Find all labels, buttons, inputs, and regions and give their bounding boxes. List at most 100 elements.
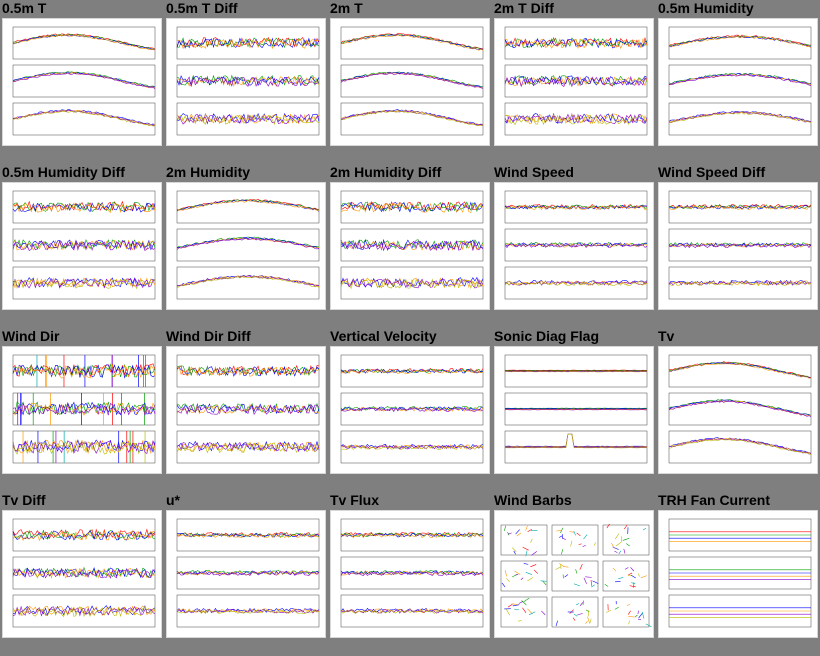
plot-cell[interactable]: TRH Fan Current (656, 492, 820, 656)
series-line (340, 239, 484, 250)
plot-cell[interactable]: 0.5m Humidity (656, 0, 820, 164)
series-line (176, 608, 320, 614)
plot-cell[interactable]: u* (164, 492, 328, 656)
wind-barb (555, 620, 558, 627)
plot-cell[interactable]: Tv Flux (328, 492, 492, 656)
plot-thumbnail[interactable] (658, 182, 818, 310)
plot-title[interactable]: Vertical Velocity (330, 328, 437, 344)
wind-barb (628, 572, 633, 576)
wind-barb (501, 582, 506, 588)
series-line (176, 37, 320, 49)
plot-title[interactable]: Wind Dir Diff (166, 328, 251, 344)
plot-cell[interactable]: Tv (656, 328, 820, 492)
plot-thumbnail[interactable] (166, 18, 326, 146)
plot-cell[interactable]: 0.5m T (0, 0, 164, 164)
plot-cell[interactable]: Vertical Velocity (328, 328, 492, 492)
plot-image (504, 190, 648, 300)
plot-title[interactable]: u* (166, 492, 180, 508)
wind-barb (626, 603, 631, 606)
plot-image (668, 354, 812, 464)
subplot-frame (176, 266, 320, 300)
wind-barb (614, 550, 618, 553)
barb-panel (500, 596, 548, 628)
plot-thumbnail[interactable] (494, 18, 654, 146)
series-line (668, 35, 812, 48)
subplot-frame (12, 430, 156, 464)
plot-cell[interactable]: 0.5m T Diff (164, 0, 328, 164)
plot-cell[interactable]: 0.5m Humidity Diff (0, 164, 164, 328)
subplot-frame (12, 266, 156, 300)
plot-thumbnail[interactable] (2, 18, 162, 146)
series-line (668, 438, 812, 455)
plot-cell[interactable]: Sonic Diag Flag (492, 328, 656, 492)
plot-cell[interactable]: Wind Barbs (492, 492, 656, 656)
subplot-frame (176, 64, 320, 98)
plot-thumbnail[interactable] (330, 346, 490, 474)
plot-image (340, 190, 484, 300)
subplot-frame (12, 26, 156, 60)
plot-title[interactable]: Tv Flux (330, 492, 380, 508)
plot-thumbnail[interactable] (494, 346, 654, 474)
plot-cell[interactable]: 2m T (328, 0, 492, 164)
plot-title[interactable]: 2m Humidity (166, 164, 251, 180)
plot-title[interactable]: 0.5m Humidity (658, 0, 754, 16)
plot-thumbnail[interactable] (494, 182, 654, 310)
wind-barb (560, 527, 564, 534)
plot-cell[interactable]: Wind Dir (0, 328, 164, 492)
plot-image (340, 26, 484, 136)
series-line (504, 38, 648, 50)
plot-title[interactable]: 0.5m T Diff (166, 0, 238, 16)
plot-thumbnail[interactable] (166, 182, 326, 310)
plot-title[interactable]: TRH Fan Current (658, 492, 770, 508)
plot-title[interactable]: 2m Humidity Diff (330, 164, 442, 180)
plot-title[interactable]: 0.5m Humidity Diff (2, 164, 125, 180)
subplot-frame (340, 102, 484, 136)
plot-title[interactable]: Tv Diff (2, 492, 46, 508)
plot-title[interactable]: 2m T (330, 0, 363, 16)
plot-title[interactable]: 0.5m T (2, 0, 47, 16)
plot-cell[interactable]: 2m T Diff (492, 0, 656, 164)
plot-cell[interactable]: 2m Humidity Diff (328, 164, 492, 328)
series-line (340, 533, 484, 539)
plot-thumbnail[interactable] (658, 346, 818, 474)
series-line (668, 281, 812, 287)
plot-title[interactable]: Wind Dir (2, 328, 60, 344)
plot-thumbnail[interactable] (330, 510, 490, 638)
plot-title[interactable]: 2m T Diff (494, 0, 554, 16)
plot-title[interactable]: Wind Speed (494, 164, 574, 180)
series-line (505, 433, 648, 448)
plot-thumbnail[interactable] (2, 182, 162, 310)
series-line (176, 275, 319, 287)
plot-thumbnail[interactable] (658, 510, 818, 638)
barb-panel (500, 524, 548, 556)
plot-thumbnail[interactable] (330, 182, 490, 310)
series-line (12, 530, 156, 541)
plot-title[interactable]: Sonic Diag Flag (494, 328, 600, 344)
series-line (668, 73, 812, 86)
plot-cell[interactable]: Wind Dir Diff (164, 328, 328, 492)
wind-barb (504, 570, 507, 577)
wind-barb (562, 537, 566, 541)
plot-cell[interactable]: Tv Diff (0, 492, 164, 656)
wind-barb (528, 611, 536, 616)
plot-thumbnail[interactable] (330, 18, 490, 146)
wind-barb (626, 543, 630, 547)
plot-thumbnail[interactable] (494, 510, 654, 638)
series-line (176, 404, 320, 415)
plot-thumbnail[interactable] (2, 510, 162, 638)
plot-thumbnail[interactable] (658, 18, 818, 146)
plot-thumbnail[interactable] (166, 510, 326, 638)
plot-cell[interactable]: Wind Speed Diff (656, 164, 820, 328)
plot-title[interactable]: Wind Speed Diff (658, 164, 766, 180)
plot-image (176, 26, 320, 136)
barb-panel (602, 596, 650, 628)
wind-barb (512, 604, 520, 607)
plot-title[interactable]: Tv (658, 328, 675, 344)
plot-thumbnail[interactable] (166, 346, 326, 474)
plot-thumbnail[interactable] (2, 346, 162, 474)
series-line (176, 609, 320, 615)
plot-title[interactable]: Wind Barbs (494, 492, 572, 508)
plot-cell[interactable]: Wind Speed (492, 164, 656, 328)
plot-cell[interactable]: 2m Humidity (164, 164, 328, 328)
subplot-frame (504, 392, 648, 426)
